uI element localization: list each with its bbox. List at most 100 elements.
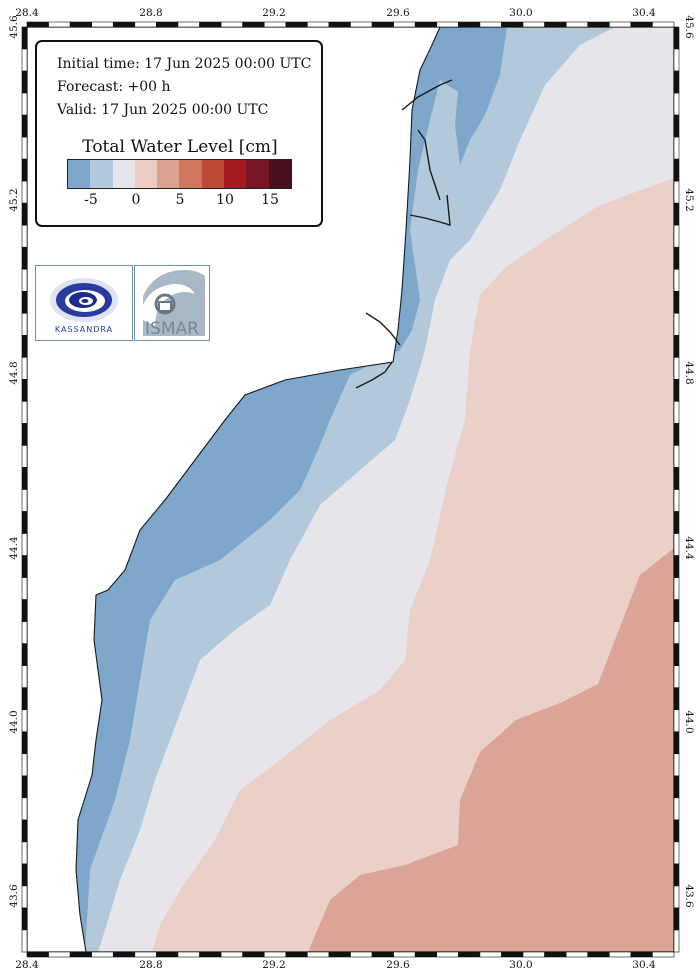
frame-segment [21,489,28,512]
frame-segment [673,401,680,424]
colorbar-label: 10 [216,192,234,208]
frame-segment [21,224,28,248]
frame-segment [21,533,28,556]
frame-segment [199,21,222,28]
frame-segment [69,21,92,28]
initial-time-text: Initial time: 17 Jun 2025 00:00 UTC [57,56,312,72]
frame-segment [522,21,545,28]
frame-segment [112,21,136,28]
frame-segment [21,819,28,843]
frame-segment [21,379,28,402]
frame-segment [21,26,28,50]
frame-segment [156,21,179,28]
frame-segment [21,753,28,777]
frame-segment [673,819,680,843]
frame-segment [220,21,243,28]
frame-segment [458,21,481,28]
frame-segment [21,709,28,733]
colorbar-swatch [90,160,113,188]
tick-label: 44.8 [8,361,20,384]
frame-segment [21,841,28,865]
frame-segment [587,951,610,958]
cnr-ismar-icon: ISMAR [139,270,205,339]
frame-segment [328,21,351,28]
tick-label: 45.6 [8,15,20,39]
frame-segment [673,48,680,72]
frame-segment [350,21,373,28]
frame-segment [673,599,680,622]
frame-segment [393,951,416,958]
tick-label: 44.8 [683,361,695,384]
frame-segment [21,907,28,931]
frame-segment [21,775,28,799]
colorbar-label: 0 [131,192,141,208]
colorbar-label: -5 [84,192,98,208]
frame-segment [350,951,373,958]
frame-segment [371,21,394,28]
frame-segment [673,467,680,490]
tick-labels: 28.4 28.4 28.8 28.8 29.2 29.2 29.6 29.6 30.0 30.0… [8,7,695,971]
frame-segment [21,687,28,711]
frame-segment [673,313,680,336]
frame-segment [285,951,308,958]
frame-segment [21,445,28,468]
frame-segment [565,21,589,28]
colorbar [67,159,292,189]
frame-segment [134,21,157,28]
frame-segment [630,21,653,28]
tick-label: 29.2 [262,7,285,19]
frame-segment [21,268,28,292]
frame-segment [565,951,589,958]
frame-segment [479,21,502,28]
colorbar-label: 15 [261,192,279,208]
frame-segment [21,665,28,689]
frame-segment [263,951,287,958]
frame-segment [673,797,680,821]
colorbar-swatch [201,160,225,188]
frame-segment [673,687,680,711]
tick-label: 45.6 [683,15,695,39]
frame-segment [21,599,28,622]
frame-segment [673,180,680,204]
colorbar-swatch [68,160,91,188]
coastline [75,27,441,952]
river-branch [355,361,393,389]
frame-segment [220,951,243,958]
frame-segment [21,246,28,270]
tick-label: 30.4 [632,7,656,19]
frame-segment [673,379,680,402]
frame-segment [501,21,524,28]
frame-segment [436,951,459,958]
frame-segment [393,21,416,28]
land-mass [27,27,440,952]
tick-label: 44.4 [683,536,695,560]
frame-segment [26,951,49,958]
tick-label: 29.6 [386,7,410,19]
frame-segment [414,21,438,28]
frame-segment [673,445,680,468]
tick-label: 28.4 [15,7,39,19]
tick-label: 43.6 [683,884,695,908]
tick-label: 43.6 [8,884,20,908]
tick-label: 45.2 [683,188,695,211]
frame-segment [673,885,680,909]
frame-segments [21,21,680,958]
frame-segment [673,775,680,799]
frame-segment [673,357,680,380]
frame-segment [673,709,680,733]
frame-segment [21,401,28,424]
colorbar-swatch [179,160,202,188]
frame-segment [134,951,157,958]
frame-segment [673,621,680,644]
frame-segment [21,136,28,160]
frame-segment [673,489,680,512]
frame-segment [673,423,680,446]
frame-segment [673,335,680,358]
frame-segment [21,885,28,909]
frame-segment [21,92,28,116]
frame-segment [21,797,28,821]
kassandra-swirl-icon: KASSANDRA [50,278,118,334]
frame-segment [414,951,438,958]
frame-segment [91,21,114,28]
frame-segment [673,753,680,777]
